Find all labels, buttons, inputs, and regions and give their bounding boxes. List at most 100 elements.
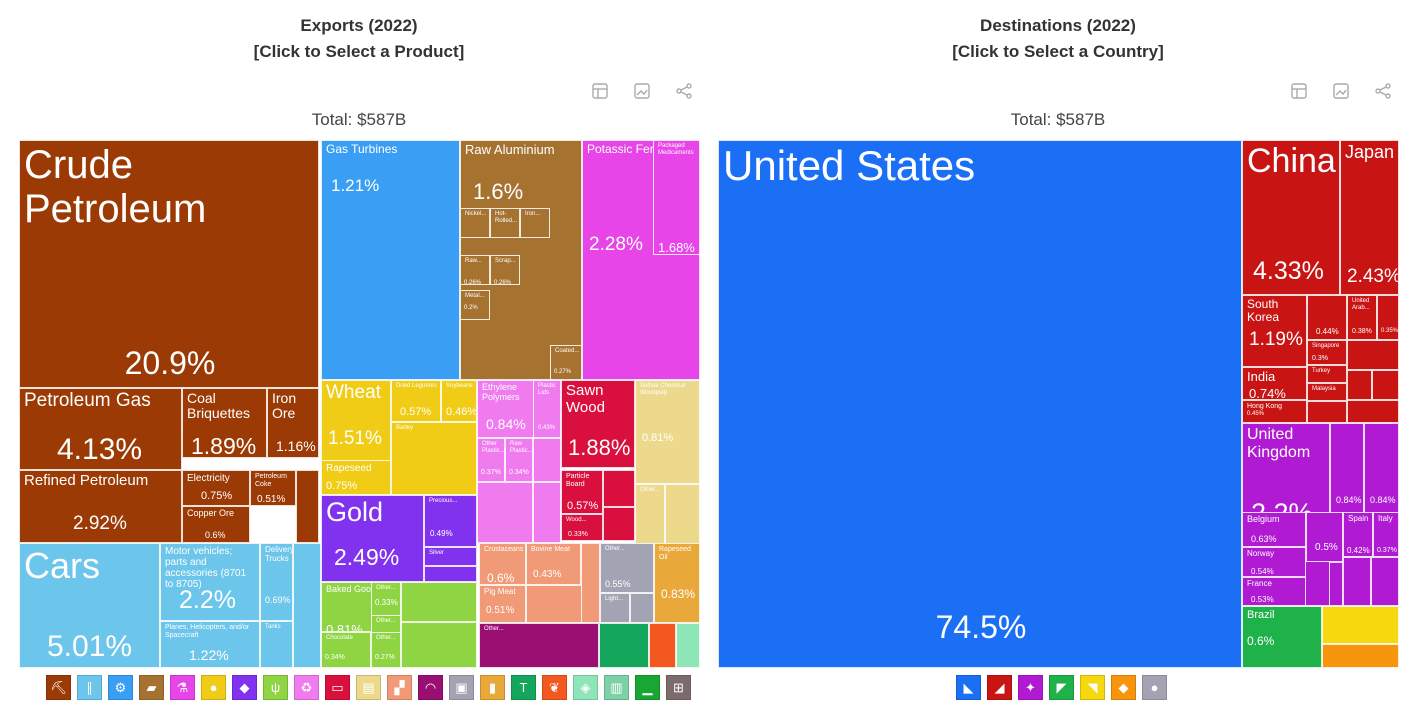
stones-icon[interactable]: ▥ <box>604 675 629 700</box>
treemap-tile[interactable]: Turkey <box>1307 365 1347 383</box>
select-product-link[interactable]: [Click to Select a Product] <box>253 42 465 61</box>
table-icon[interactable] <box>1290 82 1308 100</box>
treemap-tile[interactable]: Chocolate 0.34% <box>321 632 371 668</box>
treemap-tile[interactable]: Delivery Trucks 0.69% <box>260 543 293 621</box>
treemap-tile[interactable]: Particle Board 0.57% <box>561 470 603 514</box>
treemap-tile-minor[interactable] <box>1347 400 1399 423</box>
treemap-tile[interactable]: Refined Petroleum 2.92% <box>19 470 182 543</box>
treemap-tile-minor[interactable] <box>1343 557 1371 606</box>
treemap-tile[interactable]: Barley <box>391 422 477 495</box>
destinations-title[interactable]: Destinations (2022) [Click to Select a C… <box>718 13 1398 65</box>
treemap-tile-minor[interactable] <box>296 470 319 543</box>
treemap-tile[interactable]: Norway 0.54% <box>1242 547 1306 577</box>
treemap-tile[interactable]: 0.44% <box>1307 295 1347 340</box>
pickaxe-icon[interactable]: ⛏ <box>46 675 71 700</box>
treemap-tile[interactable]: China 4.33% <box>1242 140 1340 295</box>
treemap-tile[interactable]: Metal... 0.2% <box>460 290 490 320</box>
table-icon[interactable] <box>591 82 609 100</box>
select-country-link[interactable]: [Click to Select a Country] <box>952 42 1164 61</box>
ticket-icon[interactable]: ▭ <box>325 675 350 700</box>
treemap-tile-minor[interactable] <box>477 482 533 543</box>
treemap-tile[interactable]: Silver <box>424 547 477 566</box>
treemap-tile[interactable]: Motor vehicles; parts and accessories (8… <box>160 543 260 621</box>
treemap-tile[interactable]: Wood... 0.33% <box>561 514 603 541</box>
treemap-tile-minor[interactable] <box>401 582 477 622</box>
fruit-icon[interactable]: ● <box>201 675 226 700</box>
treemap-tile-minor[interactable] <box>603 470 635 507</box>
treemap-tile-minor[interactable] <box>581 543 600 623</box>
share-icon[interactable] <box>675 82 693 100</box>
africa-icon[interactable]: ◥ <box>1080 675 1105 700</box>
north-america-icon[interactable]: ◣ <box>956 675 981 700</box>
share-icon[interactable] <box>1374 82 1392 100</box>
treemap-tile[interactable]: India 0.74% <box>1242 367 1307 400</box>
treemap-tile[interactable]: 0.84% <box>1364 423 1399 523</box>
gauge-icon[interactable]: ◠ <box>418 675 443 700</box>
treemap-tile-minor[interactable] <box>533 438 561 482</box>
antarctica-icon[interactable]: ● <box>1142 675 1167 700</box>
europe-icon[interactable]: ✦ <box>1018 675 1043 700</box>
treemap-tile-minor[interactable] <box>1347 370 1372 400</box>
shoe-icon[interactable]: ▁ <box>635 675 660 700</box>
treemap-tile[interactable]: France 0.53% <box>1242 577 1306 606</box>
treemap-tile[interactable]: Dried Legumes 0.57% <box>391 380 441 422</box>
road-icon[interactable]: ∥ <box>77 675 102 700</box>
treemap-tile[interactable]: Scrap... 0.26% <box>490 255 520 285</box>
treemap-tile[interactable]: Raw... 0.26% <box>460 255 490 285</box>
treemap-tile[interactable]: Hot-Rolled...0.34% <box>490 208 520 238</box>
oceania-icon[interactable]: ◆ <box>1111 675 1136 700</box>
anvil-icon[interactable]: ▰ <box>139 675 164 700</box>
bottle-icon[interactable]: ▮ <box>480 675 505 700</box>
treemap-tile[interactable]: Light... <box>600 593 630 623</box>
hide-icon[interactable]: ◈ <box>573 675 598 700</box>
treemap-tile[interactable]: Spain 0.42% <box>1343 512 1373 557</box>
south-america-icon[interactable]: ◤ <box>1049 675 1074 700</box>
treemap-tile[interactable]: Iron Ore 1.16% <box>267 388 319 458</box>
treemap-tile[interactable]: Raw Plastic... 0.34% <box>505 438 533 482</box>
recycle-icon[interactable]: ♻ <box>294 675 319 700</box>
treemap-tile[interactable]: Cars 5.01% <box>19 543 160 668</box>
treemap-tile[interactable]: Nickel...0.34% <box>460 208 490 238</box>
treemap-tile[interactable]: Planes, Helicopters, and/or Spacecraft 1.… <box>160 621 260 668</box>
treemap-tile[interactable]: Other... <box>635 484 665 544</box>
treemap-tile[interactable]: Copper Ore 0.6% <box>182 506 250 543</box>
treemap-tile[interactable]: Rapeseed Oil 0.83% <box>654 543 700 623</box>
treemap-tile-minor[interactable] <box>424 566 477 582</box>
exports-title[interactable]: Exports (2022) [Click to Select a Produc… <box>19 13 699 65</box>
treemap-tile-minor[interactable] <box>293 543 321 668</box>
treemap-tile-minor[interactable] <box>1371 557 1399 606</box>
treemap-tile[interactable]: Coal Briquettes 1.89% <box>182 388 267 458</box>
treemap-tile-minor[interactable] <box>676 623 700 668</box>
treemap-tile[interactable]: Sulfate Chemical Woodpulp 0.81% <box>635 380 700 484</box>
treemap-tile[interactable]: Japan 2.43% <box>1340 140 1399 295</box>
treemap-tile[interactable]: Other... 0.27% <box>371 632 401 668</box>
treemap-tile[interactable]: Rapeseed 0.75% <box>321 460 391 495</box>
asia-icon[interactable]: ◢ <box>987 675 1012 700</box>
treemap-tile[interactable] <box>1322 606 1399 644</box>
treemap-tile-minor[interactable] <box>630 593 654 623</box>
flask-icon[interactable]: ⚗ <box>170 675 195 700</box>
treemap-tile[interactable]: Hong Kong 0.45% <box>1242 400 1307 423</box>
treemap-tile[interactable]: Italy 0.37% <box>1373 512 1399 557</box>
treemap-tile[interactable]: Soybeans 0.46% <box>441 380 477 422</box>
treemap-tile[interactable]: Brazil 0.6% <box>1242 606 1322 668</box>
treemap-tile[interactable]: Petroleum Gas 4.13% <box>19 388 182 470</box>
treemap-tile[interactable]: Other... 0.55% <box>600 543 654 593</box>
treemap-tile-minor[interactable] <box>603 507 635 541</box>
treemap-tile[interactable]: Other Plastic... 0.37% <box>477 438 505 482</box>
treemap-tile[interactable]: Precious... 0.49% <box>424 495 477 547</box>
treemap-tile[interactable]: Other... <box>479 623 599 668</box>
leaf-icon[interactable]: ❦ <box>542 675 567 700</box>
gem-icon[interactable]: ◆ <box>232 675 257 700</box>
treemap-tile-minor[interactable] <box>599 623 649 668</box>
treemap-tile-minor[interactable] <box>1372 370 1399 400</box>
shirt-icon[interactable]: T <box>511 675 536 700</box>
treemap-tile[interactable]: Petroleum Coke 0.51% <box>250 470 296 506</box>
treemap-tile[interactable]: Iron...0.3% <box>520 208 550 238</box>
treemap-tile[interactable]: Gas Turbines 1.21% <box>321 140 460 380</box>
wheat-icon[interactable]: ψ <box>263 675 288 700</box>
treemap-tile[interactable]: 0.5% <box>1306 512 1343 562</box>
treemap-tile[interactable]: 0.84% <box>1330 423 1364 523</box>
image-icon[interactable] <box>1332 82 1350 100</box>
treemap-tile[interactable]: Bovine Meat 0.43% <box>526 543 581 585</box>
